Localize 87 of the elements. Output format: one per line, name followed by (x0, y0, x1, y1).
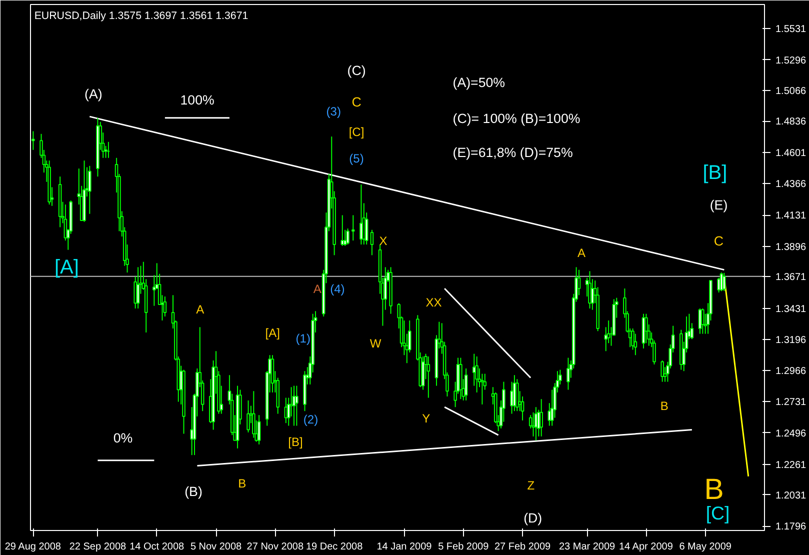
candlestick (88, 165, 92, 214)
x-tick-label: 27 Nov 2008 (246, 542, 304, 552)
annotation: (3) (326, 104, 341, 119)
annotation: (5) (349, 151, 364, 166)
annotation: C (714, 234, 724, 249)
x-tick-label: 19 Dec 2008 (306, 542, 364, 552)
candlestick (722, 272, 726, 292)
annotation: (C)= 100% (B)=100% (452, 110, 580, 126)
candlestick (475, 356, 478, 393)
candlestick (246, 400, 250, 433)
y-tick-label: 1.4131 (776, 210, 807, 222)
annotation: (E)=61,8% (D)=75% (452, 145, 573, 160)
y-tick-label: 1.1796 (776, 522, 807, 533)
candlestick (426, 356, 430, 398)
annotation: Y (422, 411, 430, 426)
x-tick-label: 5 Nov 2008 (190, 542, 242, 552)
annotation: XX (426, 296, 442, 310)
annotation: A (577, 246, 586, 260)
annotation: (A)=50% (452, 74, 506, 90)
annotation: A (196, 302, 204, 316)
annotation: (E) (710, 198, 728, 213)
candlestick (370, 229, 374, 256)
candlestick (351, 214, 355, 242)
y-tick-label: 1.5066 (776, 86, 807, 97)
y-tick-label: 1.3671 (776, 272, 807, 283)
y-tick-label: 1.4601 (776, 148, 807, 159)
x-tick-label: 14 Oct 2008 (130, 542, 185, 552)
y-tick-label: 1.5296 (776, 55, 807, 66)
text: EURUSD,Daily 1.3575 1.3697 1.3561 1.3671 (34, 10, 248, 22)
annotation: 0% (113, 430, 133, 446)
y-tick-label: 1.2966 (776, 366, 807, 377)
x-tick-label: 6 May 2009 (679, 542, 732, 552)
annotation: B (238, 476, 246, 491)
x-tick-label: 23 Mar 2009 (558, 542, 616, 552)
annotation: [A] (265, 326, 280, 340)
y-tick-label: 1.5531 (776, 24, 807, 35)
candlestick (295, 385, 298, 426)
candlestick (136, 266, 140, 309)
y-tick-label: 1.4836 (776, 116, 807, 128)
annotation: (B) (184, 484, 202, 500)
candlestick (660, 360, 664, 382)
y-tick-label: 1.2496 (776, 428, 807, 440)
candlestick (257, 414, 261, 445)
candlestick (340, 214, 344, 246)
x-tick-label: 27 Feb 2009 (494, 542, 552, 552)
annotation: (1) (296, 332, 310, 346)
x-tick-label: 14 Apr 2009 (618, 542, 674, 552)
y-tick-label: 1.2731 (776, 397, 807, 408)
candlestick (566, 357, 570, 390)
x-tick-label: 29 Aug 2008 (4, 542, 62, 552)
y-tick-label: 1.3196 (776, 335, 807, 346)
candlestick (540, 398, 543, 437)
y-tick-label: 1.3896 (776, 242, 807, 253)
annotation: 100% (180, 92, 215, 108)
y-tick-label: 1.3431 (776, 304, 807, 315)
x-tick-label: 22 Sep 2008 (69, 542, 127, 552)
annotation: [A] (54, 256, 79, 278)
candlestick (701, 308, 704, 334)
candlestick (163, 296, 167, 317)
candlestick (104, 145, 108, 158)
annotation: (A) (84, 86, 102, 102)
annotation: (C) (347, 63, 366, 78)
y-tick-label: 1.2261 (776, 460, 807, 471)
y-tick-label: 1.2031 (776, 490, 807, 502)
annotation: (4) (330, 282, 345, 296)
candlestick (252, 390, 256, 438)
annotation: W (370, 336, 382, 350)
annotation: (D) (524, 510, 542, 526)
x-tick-label: 14 Jan 2009 (376, 542, 432, 552)
candlestick (346, 228, 350, 246)
candlestick (588, 270, 592, 309)
annotation: (2) (303, 412, 318, 426)
candlestick (421, 356, 425, 390)
annotation: A (313, 282, 322, 296)
annotation: [B] (702, 162, 728, 184)
annotation: B (660, 398, 668, 413)
y-tick-label: 1.4366 (776, 179, 807, 190)
annotation: Z (527, 478, 535, 493)
annotation: X (379, 234, 388, 248)
annotation: [B] (288, 434, 303, 449)
annotation: [C] (348, 125, 364, 140)
x-tick-label: 5 Feb 2009 (438, 542, 490, 552)
candlestick (516, 378, 519, 412)
annotation: C (352, 94, 362, 110)
candlestick (270, 354, 274, 393)
candlestick (464, 368, 468, 401)
candlestick (152, 274, 156, 306)
